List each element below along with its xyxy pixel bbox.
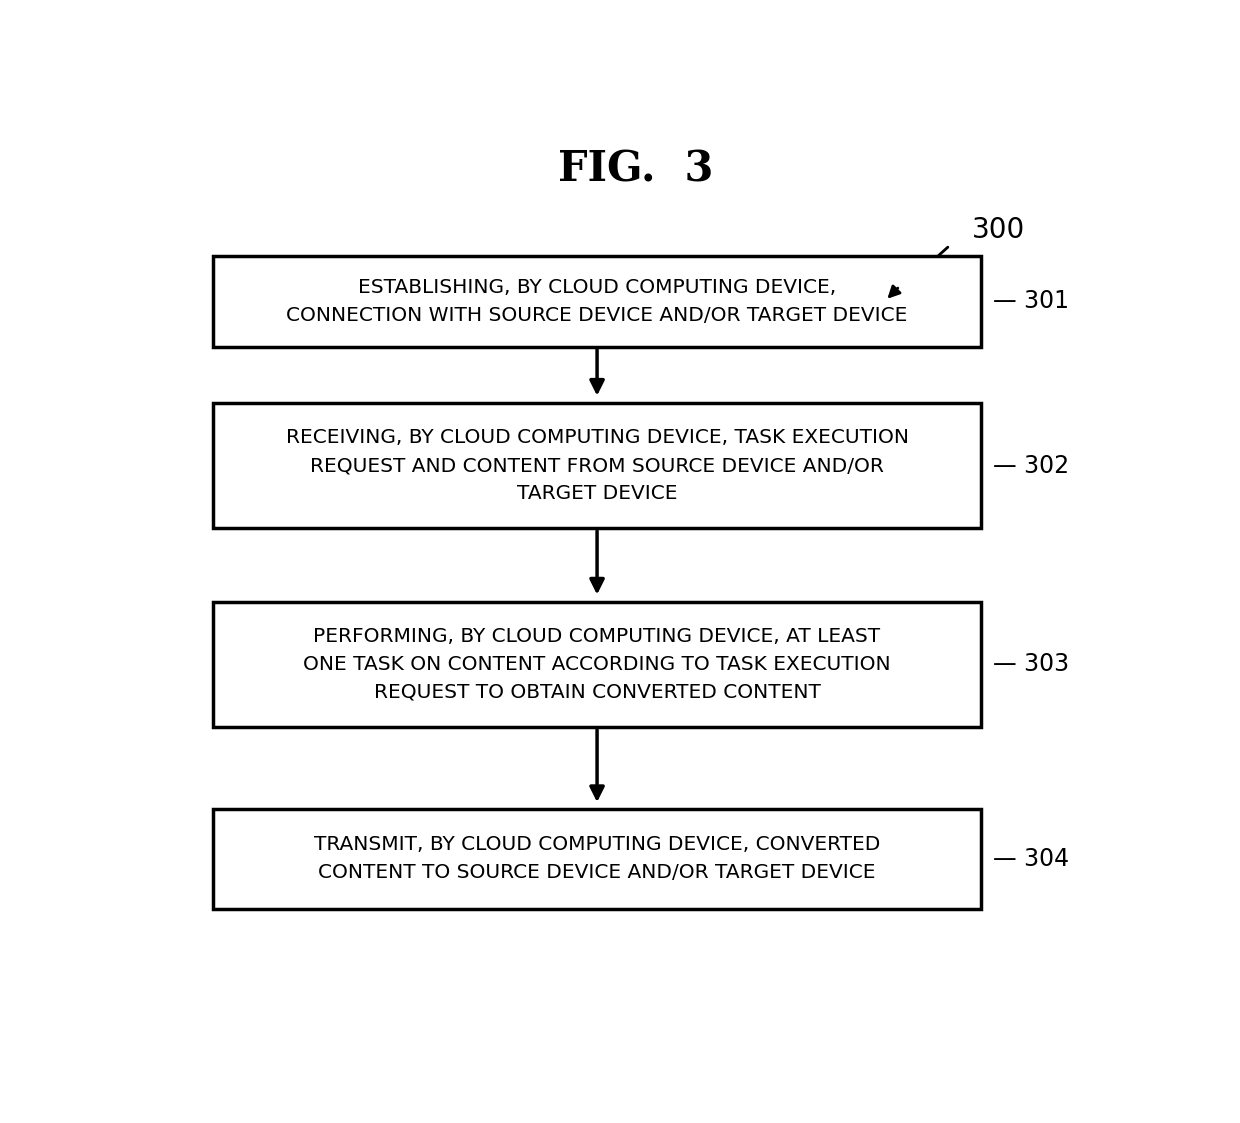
Text: PERFORMING, BY CLOUD COMPUTING DEVICE, AT LEAST
ONE TASK ON CONTENT ACCORDING TO: PERFORMING, BY CLOUD COMPUTING DEVICE, A… [304, 627, 890, 702]
Text: FIG.  3: FIG. 3 [558, 148, 713, 190]
FancyBboxPatch shape [213, 256, 982, 347]
FancyBboxPatch shape [213, 403, 982, 528]
Text: RECEIVING, BY CLOUD COMPUTING DEVICE, TASK EXECUTION
REQUEST AND CONTENT FROM SO: RECEIVING, BY CLOUD COMPUTING DEVICE, TA… [285, 428, 909, 503]
FancyBboxPatch shape [213, 602, 982, 727]
Text: TRANSMIT, BY CLOUD COMPUTING DEVICE, CONVERTED
CONTENT TO SOURCE DEVICE AND/OR T: TRANSMIT, BY CLOUD COMPUTING DEVICE, CON… [314, 836, 880, 883]
Text: ESTABLISHING, BY CLOUD COMPUTING DEVICE,
CONNECTION WITH SOURCE DEVICE AND/OR TA: ESTABLISHING, BY CLOUD COMPUTING DEVICE,… [286, 277, 908, 325]
Text: — 304: — 304 [993, 847, 1069, 871]
Text: 300: 300 [972, 216, 1025, 244]
Text: — 302: — 302 [993, 454, 1069, 477]
Text: — 303: — 303 [993, 652, 1069, 676]
FancyBboxPatch shape [213, 810, 982, 909]
Text: — 301: — 301 [993, 290, 1069, 313]
